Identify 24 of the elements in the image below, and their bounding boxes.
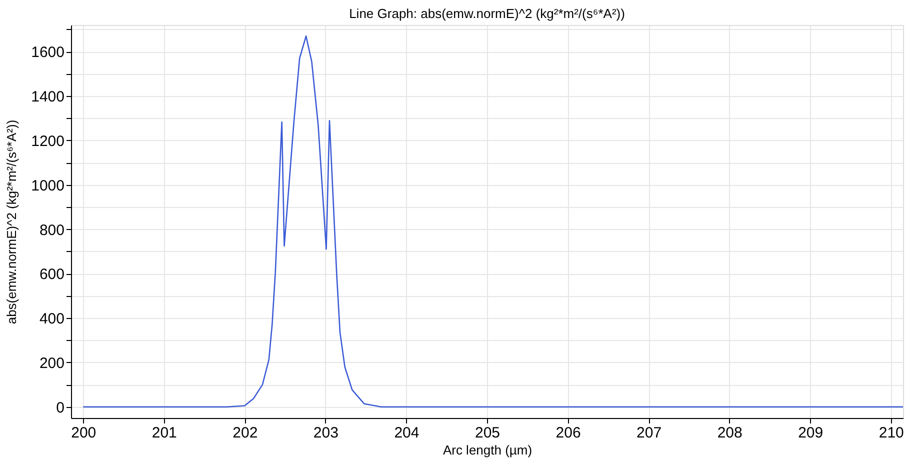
x-tick-label: 209 <box>798 424 824 442</box>
x-tick-label: 207 <box>636 424 662 442</box>
y-tick-label: 1400 <box>31 88 64 106</box>
y-tick-label: 1600 <box>31 44 64 62</box>
line-series <box>82 35 903 408</box>
x-tick-label: 200 <box>71 424 96 442</box>
x-tick-label: 203 <box>313 424 338 442</box>
chart-title: Line Graph: abs(emw.normE)^2 (kg²*m²/(s⁶*A²)) <box>349 6 625 21</box>
y-tick-label: 1000 <box>31 177 64 194</box>
y-tick-label: 400 <box>39 310 64 328</box>
x-tick-label: 204 <box>394 424 420 442</box>
x-tick-label: 205 <box>474 424 500 442</box>
x-tick-label: 201 <box>152 424 177 442</box>
y-tick-label: 0 <box>56 399 64 416</box>
y-axis-title: abs(emw.normE)^2 (kg²*m²/(s⁶*A²)) <box>4 120 20 324</box>
x-axis-title: Arc length (µm) <box>442 442 532 458</box>
y-tick-label: 200 <box>39 354 64 372</box>
y-tick-label: 800 <box>39 222 64 239</box>
x-tick-label: 208 <box>717 424 742 442</box>
y-tick-label: 1200 <box>31 132 64 150</box>
x-tick-label: 202 <box>232 424 258 442</box>
y-tick-label: 600 <box>39 266 64 284</box>
x-tick-label: 210 <box>878 424 904 442</box>
x-tick-label: 206 <box>556 424 581 442</box>
